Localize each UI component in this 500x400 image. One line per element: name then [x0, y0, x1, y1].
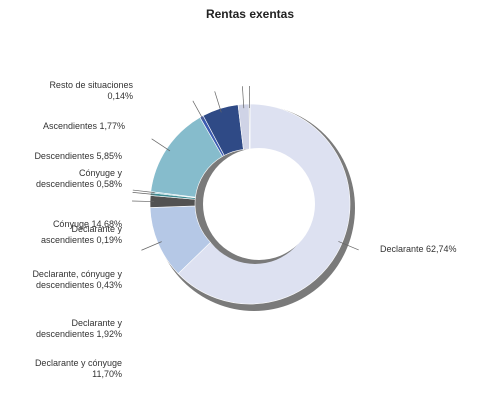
leader-declarante-conyuge-y-descendientes	[132, 191, 155, 195]
slice-resto-de-situaciones	[248, 103, 251, 150]
label-declarante-y-descendientes: Declarante y descendientes 1,92%	[36, 318, 123, 339]
label-declarante-y-conyuge: Declarante y cónyuge 11,70%	[35, 358, 122, 379]
label-declarante: Declarante 62,74%	[380, 244, 457, 254]
label-ascendientes: Ascendientes 1,77%	[43, 121, 125, 131]
label-conyuge-y-descendientes: Cónyuge y descendientes 0,58%	[36, 168, 123, 189]
leader-declarante-y-descendientes	[132, 200, 155, 202]
label-declarante-y-ascendientes: Declarante y ascendientes 0,19%	[41, 224, 123, 245]
leader-conyuge-y-descendientes	[192, 100, 204, 121]
leader-descendientes	[214, 91, 222, 113]
leader-lines	[132, 85, 359, 251]
chart-title: Rentas exentas	[205, 7, 295, 21]
leader-declarante-y-ascendientes	[132, 189, 155, 194]
donut-hole	[203, 148, 315, 260]
label-descendientes: Descendientes 5,85%	[34, 151, 122, 161]
label-declarante-conyuge-y-descendientes: Declarante, cónyuge y descendientes 0,43%	[32, 269, 122, 290]
label-conyuge: Cónyuge 14,68%	[53, 219, 122, 229]
label-resto-de-situaciones: Resto de situaciones 0,14%	[49, 80, 133, 101]
leader-declarante-y-conyuge	[141, 241, 162, 251]
slice-labels: Declarante 62,74% Declarante y cónyuge 11,…	[32, 80, 456, 379]
leader-declarante	[338, 241, 359, 251]
leader-conyuge	[151, 138, 171, 152]
leader-ascendientes	[242, 86, 245, 109]
